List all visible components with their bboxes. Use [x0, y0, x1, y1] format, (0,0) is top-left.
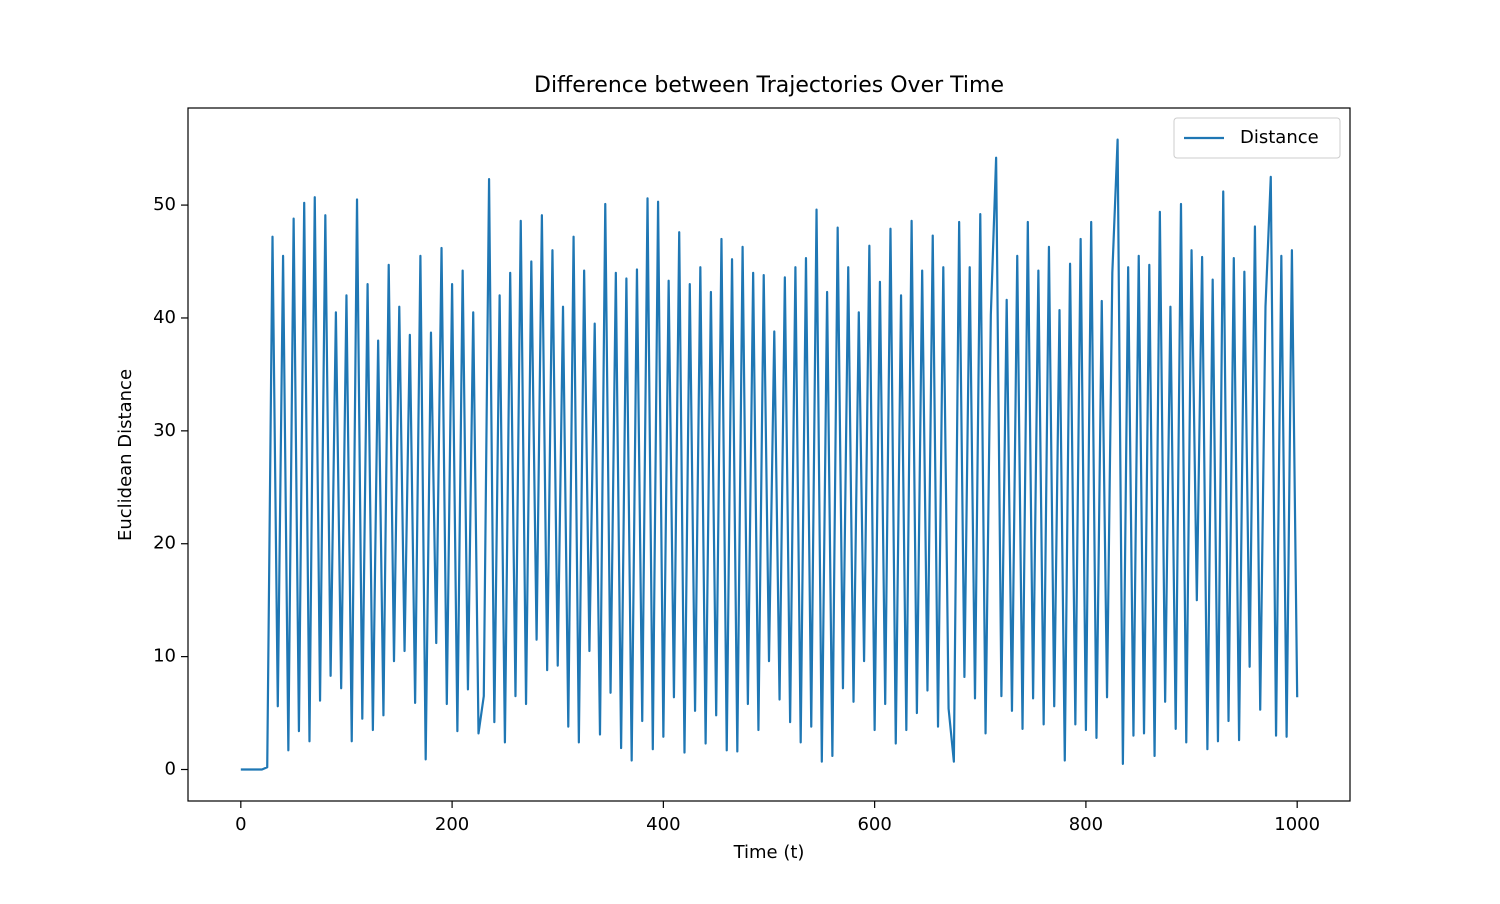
chart-title: Difference between Trajectories Over Tim…: [534, 73, 1004, 98]
x-tick-label: 0: [235, 814, 246, 835]
y-tick-label: 40: [153, 307, 176, 328]
y-tick-label: 10: [153, 646, 176, 667]
x-tick-label: 1000: [1274, 814, 1320, 835]
plot-frame: [187, 107, 1351, 802]
x-tick-label: 200: [435, 814, 469, 835]
x-tick-label: 800: [1069, 814, 1103, 835]
x-axis-label: Time (t): [733, 842, 805, 863]
x-tick-label: 400: [646, 814, 680, 835]
legend-label: Distance: [1240, 127, 1319, 148]
data-line: [240, 138, 1299, 771]
y-axis-label: Euclidean Distance: [115, 369, 136, 541]
y-tick-label: 50: [153, 194, 176, 215]
x-tick-label: 600: [857, 814, 891, 835]
legend-box: [1173, 117, 1341, 159]
y-tick-label: 0: [165, 759, 176, 780]
y-tick-label: 20: [153, 533, 176, 554]
y-tick-label: 30: [153, 420, 176, 441]
